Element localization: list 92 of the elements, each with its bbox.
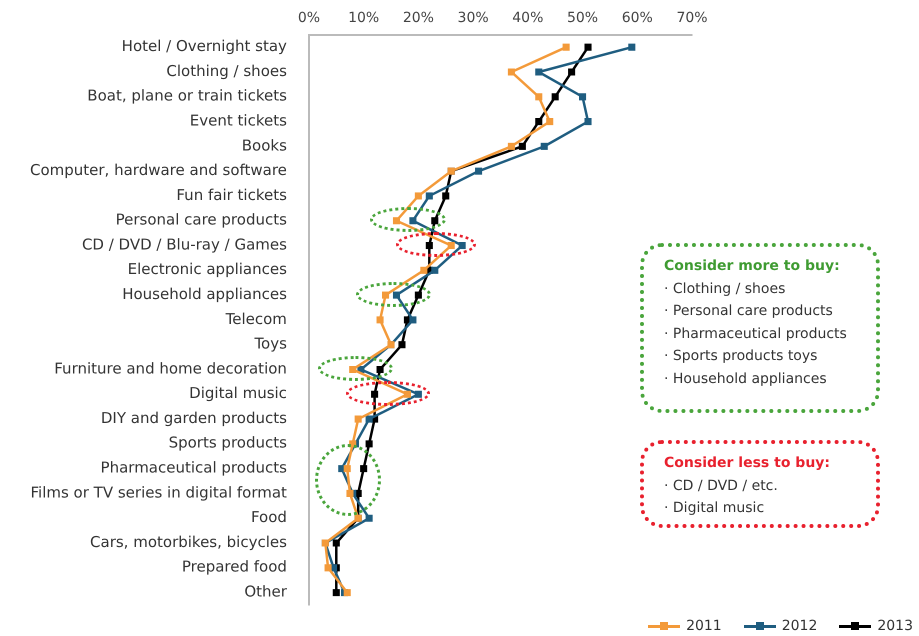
point — [414, 292, 422, 299]
point — [518, 142, 526, 150]
point — [442, 192, 450, 200]
y-tick-label: Sports products — [168, 434, 288, 452]
point — [332, 539, 340, 547]
y-tick-label: Toys — [253, 334, 288, 353]
x-tick-label: 10% — [348, 10, 380, 26]
y-tick-label: Event tickets — [190, 111, 288, 130]
point — [584, 118, 592, 126]
x-tick-label: 20% — [402, 10, 434, 26]
x-tick-label: 0% — [298, 10, 320, 26]
point — [344, 589, 351, 596]
point — [426, 242, 433, 250]
annotation: · Household appliances — [664, 370, 828, 388]
point — [371, 390, 378, 398]
point — [324, 564, 332, 572]
annotation: · CD / DVD / etc. — [664, 476, 779, 496]
annotation: · Personal care products — [664, 302, 834, 321]
point — [346, 490, 354, 497]
point — [535, 93, 542, 100]
y-tick-label: Personal care products — [116, 210, 288, 229]
point — [426, 192, 433, 200]
y-tick-label: Household appliances — [122, 285, 288, 303]
y-tick-label: Hotel / Overnight stay — [122, 37, 288, 56]
x-tick-label: 30% — [458, 10, 489, 26]
annotation: · Pharmaceutical products — [664, 324, 848, 344]
y-tick-label: Telecom — [224, 310, 287, 328]
point — [392, 292, 400, 299]
annotation: Consider more to buy: — [664, 257, 841, 276]
y-tick-label: Furniture and home decoration — [54, 359, 287, 378]
point — [349, 366, 356, 374]
x-tick-label: 70% — [676, 10, 708, 26]
point — [398, 341, 406, 348]
point — [376, 366, 384, 374]
y-tick-label: Pharmaceutical products — [100, 458, 288, 477]
y-tick-label: Fun fair tickets — [176, 186, 288, 204]
y-tick-label: CD / DVD / Blu-ray / Games — [82, 235, 288, 254]
annotation: Consider less to buy: — [664, 454, 832, 473]
point — [366, 416, 373, 423]
point — [568, 68, 576, 76]
y-tick-label: Films or TV series in digital format — [30, 483, 288, 502]
point — [628, 44, 636, 51]
point — [431, 217, 438, 224]
point — [366, 514, 373, 522]
point — [420, 266, 428, 274]
annotation: · Sports products toys — [664, 347, 818, 366]
point — [366, 440, 373, 448]
point — [540, 142, 548, 150]
annotation: · Clothing / shoes — [664, 280, 786, 298]
y-tick-label: Boat, plane or train tickets — [87, 86, 288, 105]
x-tick-label: 50% — [566, 10, 598, 26]
point — [376, 316, 384, 324]
legend-label: 2013 — [877, 618, 913, 634]
y-tick-label: Other — [244, 582, 288, 600]
point — [475, 168, 482, 175]
y-tick-label: Electronic appliances — [128, 260, 288, 278]
point — [409, 316, 416, 324]
point — [332, 589, 340, 596]
point — [552, 93, 559, 100]
x-tick-label: 60% — [622, 10, 653, 26]
point — [535, 118, 542, 126]
point — [448, 242, 455, 250]
point — [431, 266, 438, 274]
y-tick-label: Cars, motorbikes, bicycles — [90, 532, 288, 551]
point — [404, 390, 411, 398]
point — [579, 93, 586, 100]
point — [382, 292, 390, 299]
point — [508, 68, 515, 76]
point — [535, 68, 542, 76]
y-tick-label: Digital music — [189, 384, 287, 402]
point — [344, 465, 351, 472]
point — [546, 118, 554, 126]
point — [508, 142, 515, 150]
x-tick-label: 40% — [512, 10, 544, 26]
y-tick-label: Food — [250, 508, 287, 526]
point — [414, 192, 422, 200]
point — [360, 465, 368, 472]
point — [354, 416, 362, 423]
y-tick-label: Clothing / shoes — [166, 62, 288, 80]
point — [414, 390, 422, 398]
point — [584, 44, 592, 51]
point — [562, 44, 570, 51]
y-tick-label: DIY and garden products — [100, 408, 288, 427]
point — [458, 242, 466, 250]
y-tick-label: Prepared food — [182, 558, 287, 576]
point — [392, 217, 400, 224]
point — [409, 217, 416, 224]
y-tick-label: Books — [242, 136, 288, 154]
legend-label: 2011 — [686, 618, 722, 634]
legend-label: 2012 — [782, 618, 818, 634]
y-tick-label: Computer, hardware and software — [30, 161, 287, 180]
annotation: · Digital music — [664, 499, 766, 518]
